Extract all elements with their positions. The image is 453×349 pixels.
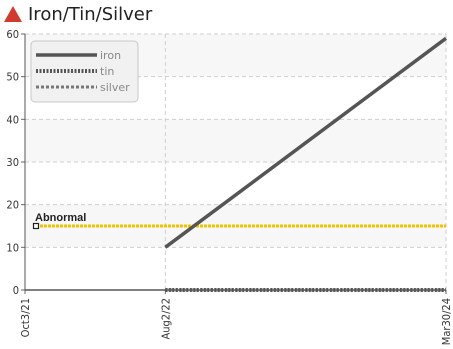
plot-band xyxy=(25,119,446,162)
x-tick-label: Mar30/24 xyxy=(440,298,453,345)
y-tick-label: 20 xyxy=(6,199,19,212)
chart-title: Iron/Tin/Silver xyxy=(28,3,153,25)
chart-header: Iron/Tin/Silver xyxy=(4,2,152,26)
x-tick-label: Aug2/22 xyxy=(159,298,172,340)
threshold-label: Abnormal xyxy=(35,212,86,224)
y-tick-label: 30 xyxy=(6,156,19,169)
y-tick-label: 40 xyxy=(6,113,19,126)
plot-band xyxy=(25,204,446,248)
series-line-iron xyxy=(164,36,448,249)
legend-label-tin: tin xyxy=(100,65,114,78)
legend-label-iron: iron xyxy=(100,49,121,62)
warning-triangle-icon xyxy=(4,6,22,22)
x-tick-label: Oct3/21 xyxy=(19,298,32,337)
y-tick-label: 0 xyxy=(13,284,19,297)
y-tick-label: 50 xyxy=(6,71,19,84)
y-tick-label: 10 xyxy=(6,241,19,254)
legend-label-silver: silver xyxy=(100,81,130,94)
threshold-marker xyxy=(32,222,40,230)
y-tick-label: 60 xyxy=(6,28,19,41)
